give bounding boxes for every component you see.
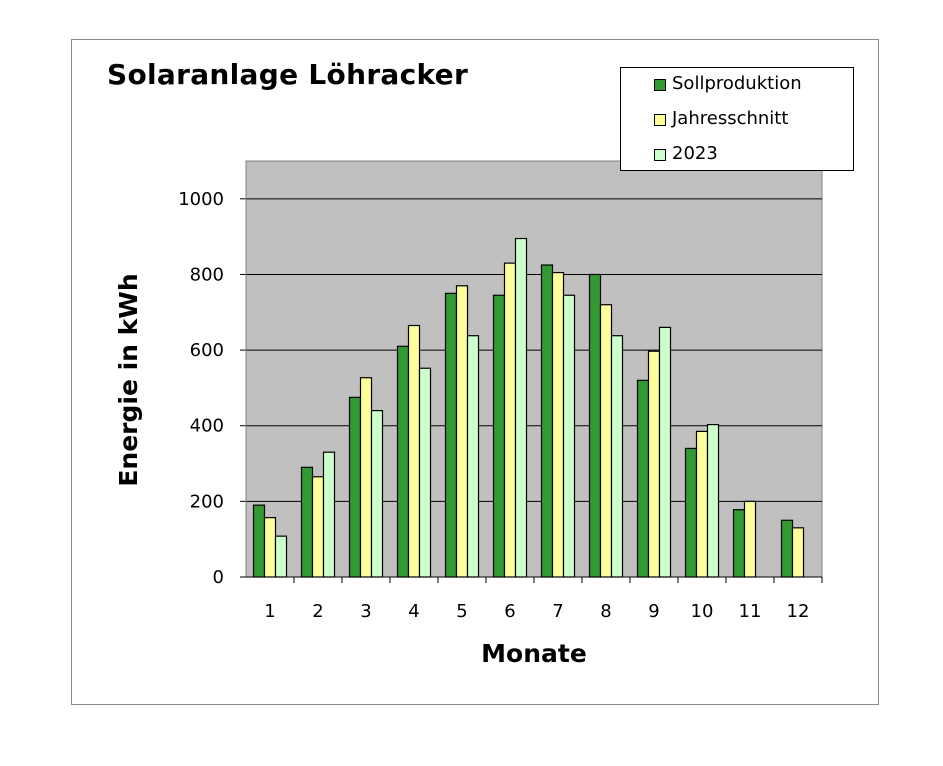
x-tick-label: 12: [787, 601, 810, 622]
bar-sollproduktion-2: [300, 466, 314, 578]
legend-item-jahresschnitt: Jahresschnitt: [654, 108, 789, 130]
bar-2023-4: [418, 367, 432, 578]
bar-jahresschnitt-7: [551, 271, 565, 578]
bar-2023-1: [274, 535, 288, 578]
bar-sollproduktion-9: [636, 379, 650, 578]
x-tick-label: 2: [312, 601, 323, 622]
x-tick-label: 7: [552, 601, 563, 622]
legend-item-sollproduktion: Sollproduktion: [654, 73, 802, 95]
legend-swatch-2023: [654, 149, 666, 161]
bar-jahresschnitt-12: [791, 527, 805, 578]
legend-item-2023: 2023: [654, 143, 718, 165]
bar-jahresschnitt-2: [311, 476, 325, 578]
bar-2023-10: [706, 423, 720, 578]
bar-sollproduktion-12: [780, 519, 794, 578]
bar-jahresschnitt-4: [407, 324, 421, 578]
legend-label-sollproduktion: Sollproduktion: [672, 73, 802, 94]
bar-jahresschnitt-3: [359, 377, 373, 578]
bar-sollproduktion-11: [732, 509, 746, 578]
bar-sollproduktion-8: [588, 273, 602, 578]
y-tick-label: 600: [190, 340, 224, 361]
bar-jahresschnitt-9: [647, 350, 661, 578]
bar-sollproduktion-5: [444, 292, 458, 578]
y-tick-label: 800: [190, 264, 224, 285]
y-tick-label: 1000: [178, 189, 224, 210]
bar-2023-5: [466, 335, 480, 578]
plot-area: [245, 160, 823, 578]
bar-sollproduktion-4: [396, 345, 410, 578]
x-tick-label: 9: [648, 601, 659, 622]
x-tick-label: 8: [600, 601, 611, 622]
bar-sollproduktion-7: [540, 264, 554, 578]
bar-jahresschnitt-1: [263, 517, 277, 578]
x-tick-label: 10: [691, 601, 714, 622]
bar-2023-3: [370, 410, 384, 578]
x-tick-label: 4: [408, 601, 419, 622]
bar-sollproduktion-6: [492, 294, 506, 578]
x-tick-label: 3: [360, 601, 371, 622]
bar-2023-6: [514, 237, 528, 578]
bar-sollproduktion-3: [348, 396, 362, 578]
legend-label-2023: 2023: [672, 143, 718, 164]
bar-jahresschnitt-5: [455, 285, 469, 578]
legend-label-jahresschnitt: Jahresschnitt: [672, 108, 789, 129]
y-axis-title: Energie in kWh: [114, 273, 143, 486]
bar-2023-8: [610, 335, 624, 578]
y-tick-label: 400: [190, 416, 224, 437]
bar-2023-7: [562, 294, 576, 578]
y-tick-label: 200: [190, 491, 224, 512]
legend: Sollproduktion Jahresschnitt 2023: [620, 67, 854, 171]
x-tick-label: 5: [456, 601, 467, 622]
bar-sollproduktion-1: [252, 504, 266, 578]
x-tick-label: 1: [264, 601, 275, 622]
bar-jahresschnitt-10: [695, 430, 709, 578]
legend-swatch-sollproduktion: [654, 79, 666, 91]
x-axis-title: Monate: [481, 639, 587, 668]
bar-jahresschnitt-6: [503, 262, 517, 578]
x-tick-label: 6: [504, 601, 515, 622]
bar-2023-9: [658, 326, 672, 578]
bar-jahresschnitt-11: [743, 500, 757, 578]
bar-2023-2: [322, 451, 336, 578]
bar-sollproduktion-10: [684, 447, 698, 578]
legend-swatch-jahresschnitt: [654, 114, 666, 126]
y-tick-label: 0: [213, 567, 224, 588]
bar-jahresschnitt-8: [599, 304, 613, 578]
x-tick-label: 11: [739, 601, 762, 622]
chart-title: Solaranlage Löhracker: [107, 58, 469, 91]
